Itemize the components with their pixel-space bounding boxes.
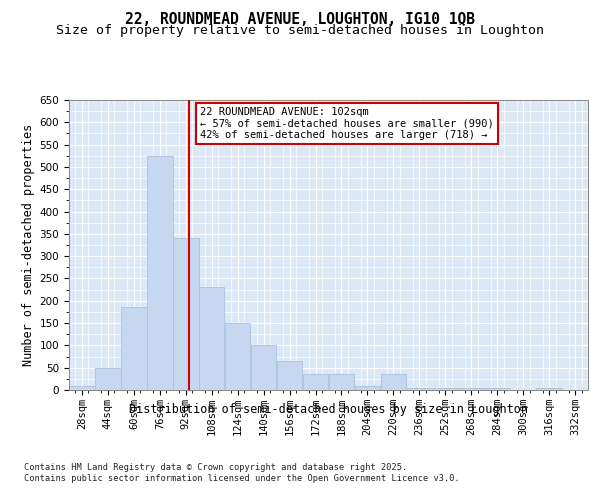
Text: Contains public sector information licensed under the Open Government Licence v3: Contains public sector information licen… [24, 474, 460, 483]
Bar [225, 323, 250, 390]
Bar [407, 388, 432, 390]
Bar [484, 388, 510, 390]
Bar [199, 288, 224, 390]
Bar [355, 386, 380, 390]
Bar [277, 361, 302, 390]
Bar [147, 156, 173, 390]
Text: Distribution of semi-detached houses by size in Loughton: Distribution of semi-detached houses by … [130, 402, 528, 415]
Text: Contains HM Land Registry data © Crown copyright and database right 2025.: Contains HM Land Registry data © Crown c… [24, 462, 407, 471]
Bar [95, 368, 121, 390]
Bar [329, 374, 354, 390]
Bar [303, 374, 328, 390]
Bar [251, 346, 277, 390]
Bar [380, 374, 406, 390]
Bar [173, 238, 199, 390]
Text: 22 ROUNDMEAD AVENUE: 102sqm
← 57% of semi-detached houses are smaller (990)
42% : 22 ROUNDMEAD AVENUE: 102sqm ← 57% of sem… [200, 106, 494, 140]
Text: 22, ROUNDMEAD AVENUE, LOUGHTON, IG10 1QB: 22, ROUNDMEAD AVENUE, LOUGHTON, IG10 1QB [125, 12, 475, 28]
Bar [121, 308, 146, 390]
Bar [69, 386, 95, 390]
Y-axis label: Number of semi-detached properties: Number of semi-detached properties [22, 124, 35, 366]
Text: Size of property relative to semi-detached houses in Loughton: Size of property relative to semi-detach… [56, 24, 544, 37]
Bar [536, 388, 562, 390]
Bar [433, 388, 458, 390]
Bar [458, 388, 484, 390]
